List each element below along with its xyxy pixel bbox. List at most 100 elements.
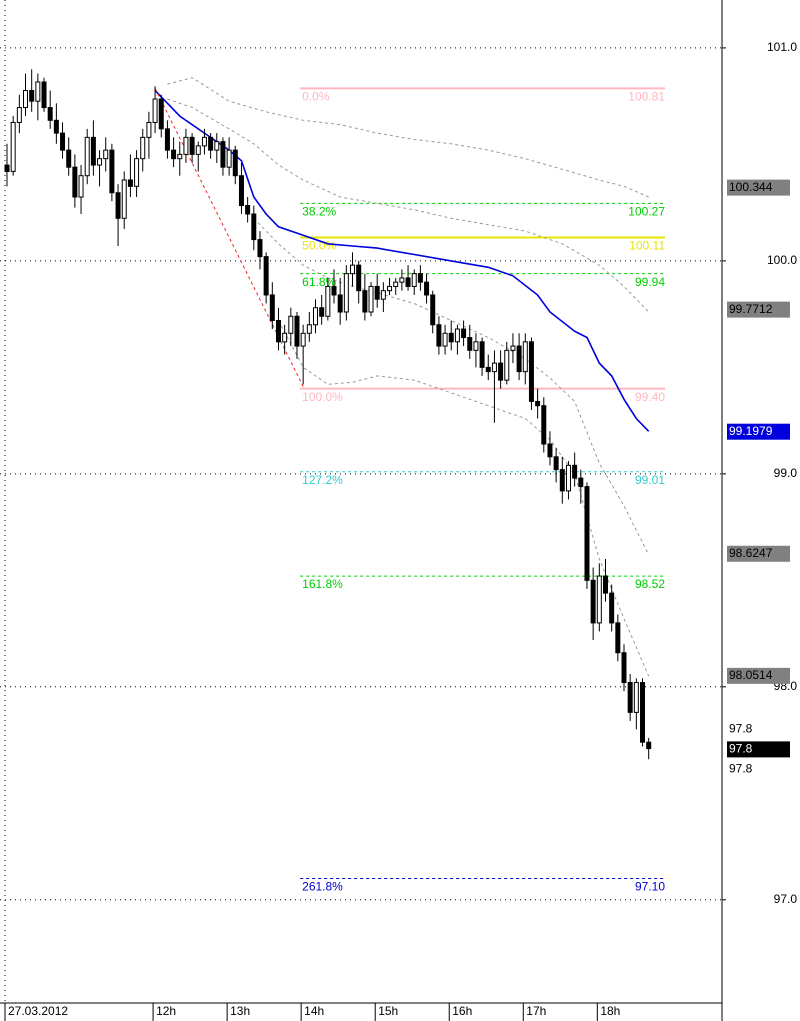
candle-body [103, 149, 109, 160]
candle-body [288, 315, 294, 334]
price-tag [727, 301, 790, 318]
candle-body [23, 90, 29, 109]
candle-body [572, 464, 578, 479]
candle-body [325, 285, 331, 317]
fib-ratio-label: 161.8% [302, 577, 343, 591]
candle-body [473, 341, 479, 351]
fib-ratio-label: 0.0% [302, 90, 330, 104]
candle-body [516, 345, 522, 373]
overlay-line [278, 320, 650, 677]
x-tick-label: 17h [526, 1004, 546, 1018]
price-tag-label: 98.6247 [729, 546, 773, 560]
price-tag-label: 99.7712 [729, 302, 773, 316]
candle-body [115, 192, 121, 219]
candle-body [609, 592, 615, 624]
price-tag [727, 545, 790, 562]
fib-value-label: 99.40 [635, 390, 665, 404]
candle-body [158, 98, 164, 130]
x-tick-label: 14h [304, 1004, 324, 1018]
candle-body [140, 136, 146, 160]
candle-body [300, 332, 306, 347]
fib-ratio-label: 50.0% [302, 239, 336, 253]
x-tick-label: 13h [230, 1004, 250, 1018]
candle-body [504, 349, 510, 381]
candle-body [350, 264, 356, 275]
y-tick-label: 100.0 [767, 253, 797, 267]
candle-body [640, 682, 646, 743]
price-tag-label: 97.8 [729, 742, 753, 756]
candle-body [627, 682, 633, 713]
candle-body [387, 285, 393, 292]
x-tick-label: 15h [378, 1004, 398, 1018]
candle-body [171, 149, 177, 160]
candle-body [528, 341, 534, 402]
candle-body [535, 400, 541, 407]
candle-body [584, 486, 590, 581]
candle-body [275, 320, 281, 343]
candle-body [263, 256, 269, 296]
price-tag-label: 97.8 [729, 722, 753, 736]
price-tag-label: 98.0514 [729, 668, 773, 682]
candle-body [565, 464, 571, 492]
candle-body [90, 136, 96, 166]
candle-body [454, 328, 460, 343]
candle-body [282, 332, 288, 343]
candle-body [220, 141, 226, 168]
candle-body [633, 682, 639, 713]
candle-body [343, 273, 349, 313]
candle-body [60, 132, 66, 151]
candle-body [510, 345, 516, 351]
candle-body [479, 341, 485, 368]
candle-body [251, 213, 257, 241]
candle-body [393, 281, 399, 287]
candle-body [621, 652, 627, 684]
x-tick-label: 18h [600, 1004, 620, 1018]
candle-body [356, 264, 362, 292]
candle-body [47, 107, 53, 121]
candle-body [78, 175, 84, 198]
fib-ratio-label: 100.0% [302, 390, 343, 404]
candle-body [134, 158, 140, 187]
price-tag [727, 667, 790, 684]
candle-body [146, 121, 152, 138]
candle-body [257, 239, 263, 258]
candle-body [269, 294, 275, 322]
candle-body [238, 175, 244, 207]
candle-body [29, 90, 35, 102]
candle-body [380, 290, 386, 300]
candle-body [405, 277, 411, 287]
candle-body [109, 149, 115, 194]
candle-body [97, 158, 103, 166]
candle-body [399, 277, 405, 283]
candle-body [313, 307, 318, 326]
x-tick-label: 16h [452, 1004, 472, 1018]
fib-value-label: 97.10 [635, 880, 665, 894]
candle-body [208, 136, 214, 151]
candle-body [485, 366, 491, 373]
fib-ratio-label: 38.2% [302, 205, 336, 219]
candle-body [559, 469, 565, 492]
candle-body [53, 119, 59, 134]
fib-value-label: 100.81 [628, 90, 665, 104]
candle-body [547, 443, 553, 458]
candle-body [331, 285, 337, 296]
candle-body [16, 107, 22, 123]
candle-body [578, 477, 584, 488]
candle-body [467, 337, 473, 351]
x-tick-label: 12h [156, 1004, 176, 1018]
candle-body [411, 273, 417, 287]
candle-body [226, 149, 232, 168]
candle-body [337, 294, 343, 313]
fib-value-label: 99.94 [635, 275, 665, 289]
candle-body [498, 362, 504, 381]
y-tick-label: 101.0 [767, 40, 797, 54]
fib-ratio-label: 261.8% [302, 880, 343, 894]
candle-body [294, 315, 300, 347]
candle-body [41, 81, 47, 109]
overlay-line [154, 89, 650, 432]
candle-body [362, 290, 368, 313]
price-tag [727, 179, 790, 196]
candle-body [4, 164, 10, 172]
candle-body [491, 362, 497, 373]
candle-body [72, 166, 78, 198]
